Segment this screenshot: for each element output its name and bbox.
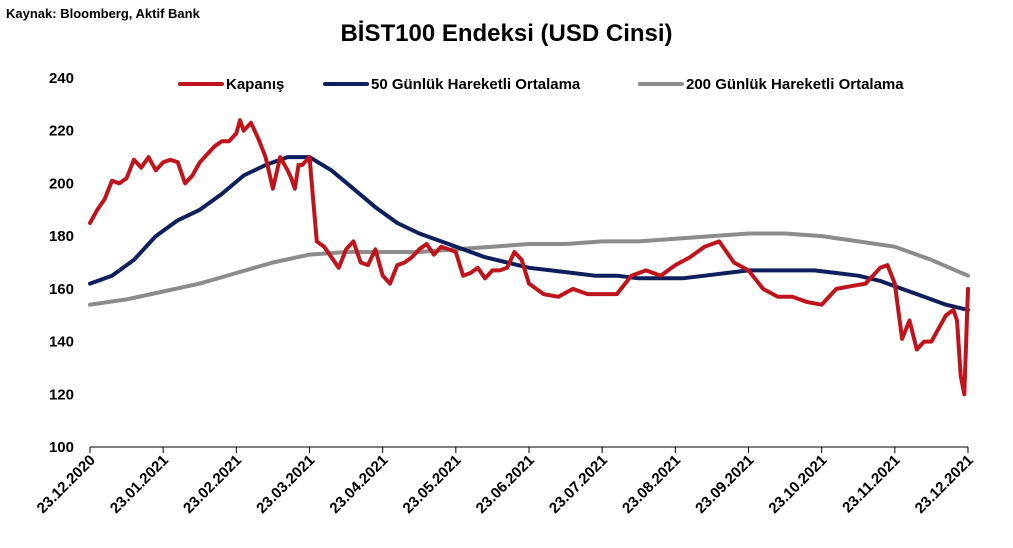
y-tick-label: 120 bbox=[49, 386, 74, 403]
x-tick-label: 23.10.2021 bbox=[765, 452, 830, 517]
x-axis: 23.12.2020 23.01.2021 23.02.2021 23.03.2021… bbox=[34, 446, 977, 517]
x-tick-label: 23.08.2021 bbox=[619, 452, 684, 517]
series-line-ma200 bbox=[88, 231, 970, 307]
y-tick-label: 220 bbox=[49, 123, 74, 140]
series-line-kapanis bbox=[88, 118, 970, 397]
y-axis: 100 120 140 160 180 200 220 240 bbox=[49, 70, 74, 456]
x-tick-label: 23.05.2021 bbox=[400, 452, 465, 517]
x-tick-label: 23.07.2021 bbox=[546, 452, 611, 517]
source-note: Kaynak: Bloomberg, Aktif Bank bbox=[6, 6, 200, 21]
series-layer bbox=[88, 118, 970, 397]
x-tick-label: 23.12.2021 bbox=[912, 452, 977, 517]
x-tick-label: 23.04.2021 bbox=[326, 452, 391, 517]
chart-title: BİST100 Endeksi (USD Cinsi) bbox=[340, 20, 673, 47]
y-tick-label: 160 bbox=[49, 281, 74, 298]
x-tick-label: 23.06.2021 bbox=[473, 452, 538, 517]
x-tick-label: 23.01.2021 bbox=[107, 452, 172, 517]
y-tick-label: 100 bbox=[49, 439, 74, 456]
y-tick-label: 140 bbox=[49, 334, 74, 351]
x-tick-label: 23.12.2020 bbox=[34, 452, 99, 517]
legend-label: 50 Günlük Hareketli Ortalama bbox=[371, 76, 581, 93]
legend-label: Kapanış bbox=[226, 76, 284, 93]
x-tick-label: 23.11.2021 bbox=[839, 452, 904, 517]
x-tick-label: 23.03.2021 bbox=[253, 452, 318, 517]
x-tick-label: 23.09.2021 bbox=[692, 452, 757, 517]
series-line-ma50 bbox=[88, 155, 970, 312]
legend-label: 200 Günlük Hareketli Ortalama bbox=[686, 76, 904, 93]
y-tick-label: 240 bbox=[49, 70, 74, 87]
x-tick-label: 23.02.2021 bbox=[180, 452, 245, 517]
y-tick-label: 200 bbox=[49, 175, 74, 192]
y-tick-label: 180 bbox=[49, 228, 74, 245]
legend: Kapanış 50 Günlük Hareketli Ortalama 200 G… bbox=[178, 76, 904, 93]
